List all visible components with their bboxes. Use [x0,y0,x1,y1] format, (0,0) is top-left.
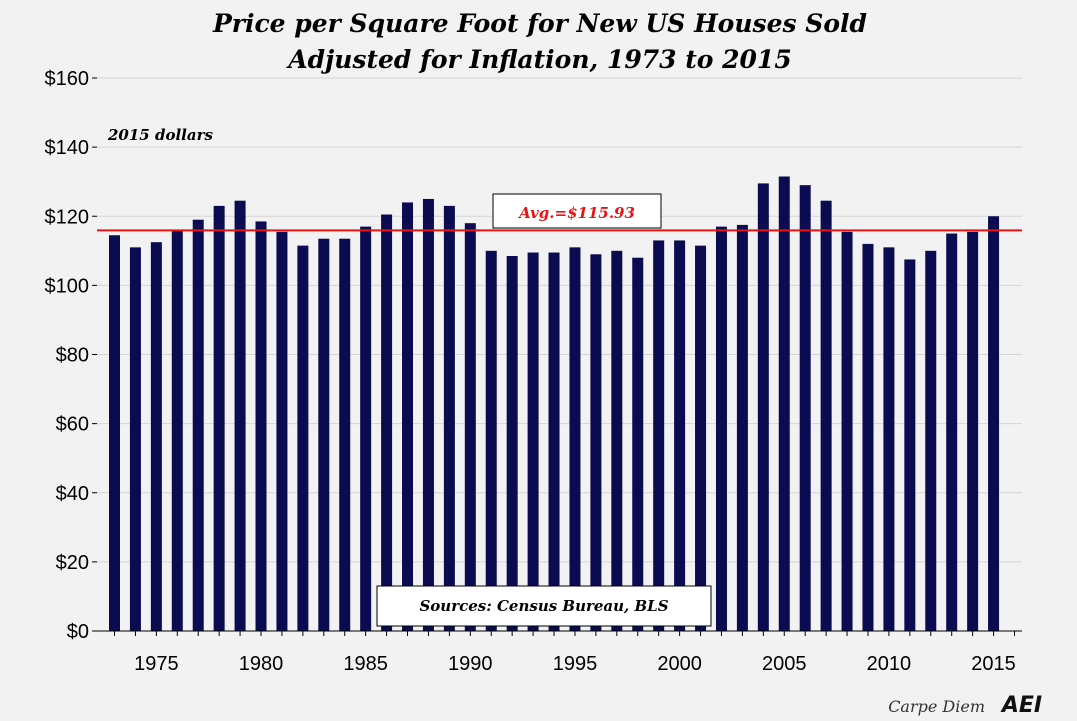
brand-text: Carpe Diem [888,697,985,716]
bar-2003 [736,224,748,631]
y-tick-label: $0 [67,621,89,643]
bar-2010 [883,247,895,631]
x-tick-label: 2010 [867,653,912,675]
bar-1984 [339,238,351,631]
bars [109,176,1000,632]
chart-title: Price per Square Foot for New US Houses … [212,9,867,38]
bar-2002 [715,226,727,631]
bar-1981 [276,231,288,631]
x-tick-labels: 1975 1980 1985 1990 1995 2000 2005 2010 2015 [134,653,1016,675]
bar-1998 [632,257,644,631]
y-tick-label: $120 [45,206,90,228]
average-label: Avg.=$115.93 [517,204,635,222]
bar-1975 [150,242,162,631]
bar-1988 [422,198,434,631]
axes [97,630,1022,636]
y-tick-label: $60 [56,414,89,436]
bar-1999 [653,240,665,631]
bar-2013 [946,233,958,631]
bar-1974 [129,247,141,631]
y-tick-label: $140 [45,137,90,159]
x-tick-label: 1990 [448,653,493,675]
bar-1993 [527,252,539,631]
y-tick-label: $80 [56,345,89,367]
bar-1973 [109,235,120,631]
x-tick-label: 1980 [239,653,284,675]
bar-1995 [569,247,581,631]
source-box [376,585,712,627]
x-tick-label: 1995 [553,653,598,675]
source-label: Sources: Census Bureau, BLS [419,597,668,615]
bar-2014 [967,231,979,631]
units-label: 2015 dollars [107,126,213,144]
bar-2015 [988,216,1000,631]
bar-2012 [925,250,937,631]
bar-1991 [485,250,497,631]
bar-1986 [381,214,393,631]
x-tick-label: 2000 [657,653,702,675]
bar-2005 [778,176,790,632]
bar-1992 [506,255,518,631]
bar-1994 [548,252,560,631]
bar-1996 [590,254,602,632]
x-tick-label: 1985 [343,653,388,675]
y-tick-label: $160 [45,68,90,90]
bar-1983 [318,238,330,631]
y-tick-label: $100 [45,275,90,297]
bar-1980 [255,221,267,631]
bar-1976 [171,230,183,631]
bar-2004 [757,183,769,631]
bar-1985 [360,226,372,631]
bar-1979 [234,200,246,631]
bar-1978 [213,205,225,631]
bar-1987 [402,202,414,632]
average-label-box [492,193,662,229]
x-tick-label: 2005 [762,653,807,675]
bar-2006 [799,185,811,632]
bar-1989 [443,205,455,631]
bar-2011 [904,259,916,631]
x-tick-label: 1975 [134,653,179,675]
bar-1990 [464,223,476,631]
bar-1997 [611,250,623,631]
bar-1982 [297,245,309,632]
aei-logo: AEI [1000,693,1042,718]
y-tick-label: $20 [56,552,89,574]
bar-2000 [674,240,686,631]
bar-1977 [192,219,204,632]
x-tick-label: 2015 [971,653,1016,675]
chart-subtitle: Adjusted for Inflation, 1973 to 2015 [286,45,791,74]
bar-2009 [862,243,874,631]
bar-2008 [841,231,853,631]
bar-2001 [695,245,707,632]
y-tick-labels: $0 $20 $40 $60 $80 $100 $120 $140 $160 [45,68,90,643]
bar-2007 [820,200,832,631]
y-tick-label: $40 [56,483,89,505]
